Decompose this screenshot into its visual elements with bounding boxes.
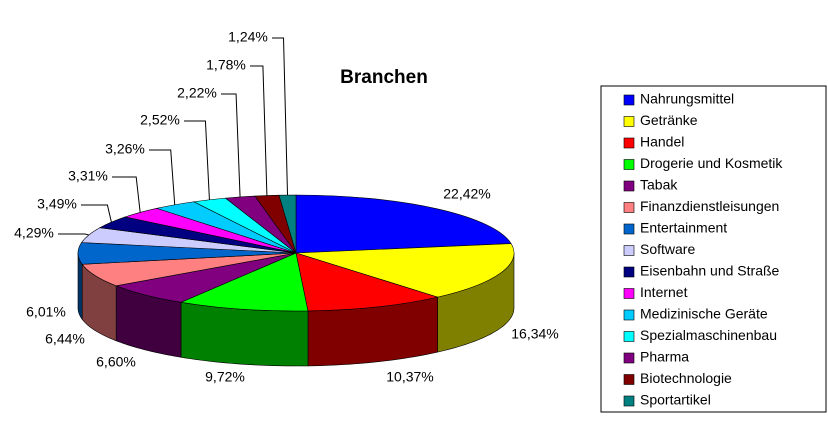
legend-swatch — [623, 288, 635, 299]
legend-label: Software — [640, 241, 695, 257]
data-label: 6,44% — [45, 331, 85, 347]
legend-label: Handel — [640, 134, 684, 150]
legend-label: Sportartikel — [640, 392, 711, 408]
legend-label: Drogerie und Kosmetik — [640, 155, 783, 171]
slice — [278, 194, 297, 254]
slice — [179, 252, 309, 312]
legend-label: Getränke — [640, 112, 698, 128]
leader-line — [81, 204, 112, 223]
leader-line — [250, 65, 268, 196]
legend-label: Eisenbahn und Straße — [640, 263, 780, 279]
slice — [295, 194, 512, 254]
leader-line — [58, 233, 89, 236]
slice — [295, 243, 515, 298]
slice — [295, 252, 439, 312]
legend-swatch — [623, 245, 635, 256]
data-label: 9,72% — [205, 369, 245, 385]
data-label: 4,29% — [14, 225, 54, 241]
legend-label: Finanzdienstleisungen — [640, 198, 779, 214]
data-label: 6,01% — [26, 304, 66, 320]
data-label: 2,52% — [140, 112, 180, 128]
legend-label: Spezialmaschinenbau — [640, 327, 777, 343]
leader-line — [184, 120, 210, 200]
legend-swatch — [623, 266, 635, 278]
legend-swatch — [623, 223, 635, 235]
legend-swatch — [623, 180, 635, 192]
legend-swatch — [623, 395, 635, 407]
legend-label: Pharma — [640, 349, 689, 365]
data-label: 16,34% — [511, 326, 558, 342]
legend-label: Nahrungsmittel — [640, 91, 734, 107]
data-label: 1,78% — [206, 57, 246, 73]
chart-title: Branchen — [340, 67, 428, 88]
pie — [77, 194, 515, 367]
legend-label: Internet — [640, 284, 688, 300]
legend-label: Biotechnologie — [640, 370, 732, 386]
legend-swatch — [623, 202, 635, 213]
legend-swatch — [623, 309, 635, 321]
leader-line — [272, 37, 289, 196]
data-label: 3,49% — [37, 196, 77, 212]
leader-line — [112, 176, 141, 213]
legend-swatch — [623, 94, 635, 106]
legend-swatch — [623, 331, 635, 342]
legend-label: Entertainment — [640, 220, 727, 236]
legend-label: Tabak — [640, 177, 678, 193]
legend-swatch — [623, 374, 635, 385]
leader-line — [149, 149, 176, 205]
data-label: 1,24% — [228, 29, 268, 45]
data-label: 2,22% — [177, 85, 217, 101]
data-label: 22,42% — [443, 186, 490, 202]
data-label: 10,37% — [386, 369, 433, 385]
leader-line — [221, 93, 241, 197]
legend-swatch — [623, 159, 635, 170]
legend-box — [600, 85, 827, 413]
data-label: 6,60% — [96, 354, 136, 370]
legend-label: Medizinische Geräte — [640, 306, 768, 322]
slice-side — [180, 301, 309, 367]
legend-swatch — [623, 352, 635, 364]
legend-swatch — [623, 116, 635, 127]
data-label: 3,26% — [105, 141, 145, 157]
data-label: 3,31% — [68, 168, 108, 184]
legend-swatch — [623, 137, 635, 149]
